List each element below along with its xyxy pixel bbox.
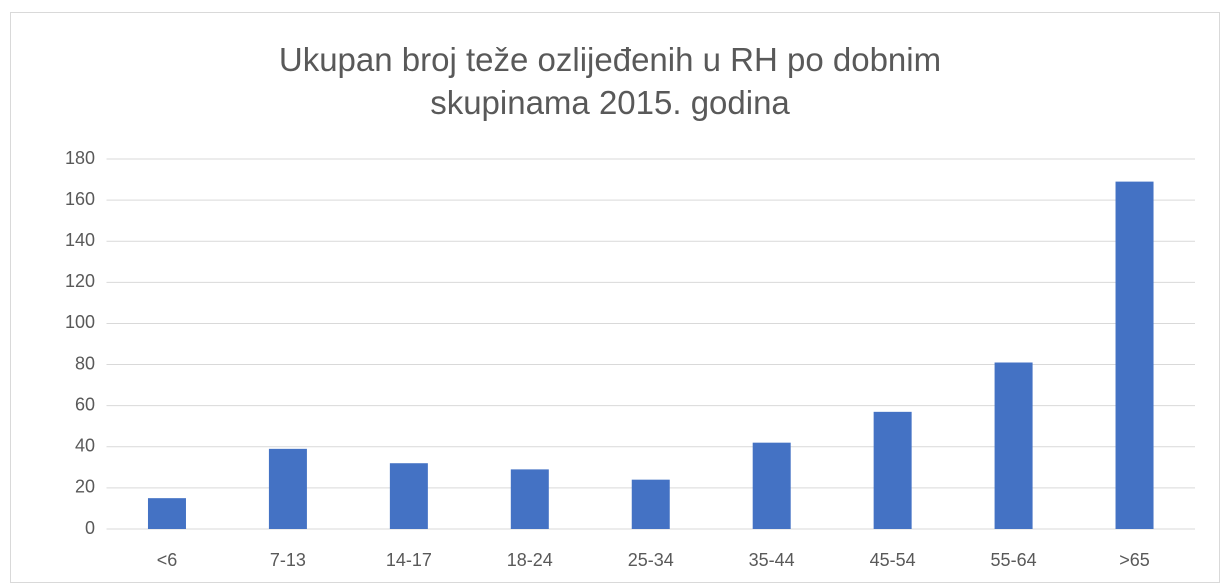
- y-tick-label: 40: [75, 436, 95, 456]
- bar: [510, 469, 549, 529]
- y-tick-label: 80: [75, 353, 95, 373]
- y-tick-label: 180: [65, 148, 95, 168]
- chart-frame: [10, 12, 1220, 583]
- y-tick-label: 120: [65, 271, 95, 291]
- bar: [147, 498, 186, 529]
- y-tick-label: 0: [85, 518, 95, 538]
- y-tick-label: 20: [75, 477, 95, 497]
- bar: [1115, 181, 1154, 529]
- x-tick-label: 45-54: [870, 550, 916, 570]
- y-tick-label: 160: [65, 189, 95, 209]
- x-tick-label: 55-64: [991, 550, 1037, 570]
- bar: [752, 442, 791, 529]
- bar: [268, 448, 307, 529]
- bar: [389, 463, 428, 529]
- x-tick-label: 14-17: [386, 550, 432, 570]
- bar: [994, 362, 1033, 529]
- x-tick-label: 35-44: [749, 550, 795, 570]
- x-tick-label: 25-34: [628, 550, 674, 570]
- chart-title: Ukupan broj teže ozlijeđenih u RH po dob…: [278, 41, 942, 121]
- y-tick-label: 140: [65, 230, 95, 250]
- y-tick-label: 100: [65, 312, 95, 332]
- bar: [873, 411, 912, 529]
- bar: [631, 479, 670, 529]
- x-tick-label: 7-13: [270, 550, 306, 570]
- x-tick-label: 18-24: [507, 550, 553, 570]
- x-tick-label: >65: [1119, 550, 1150, 570]
- y-tick-label: 60: [75, 394, 95, 414]
- x-tick-label: <6: [157, 550, 178, 570]
